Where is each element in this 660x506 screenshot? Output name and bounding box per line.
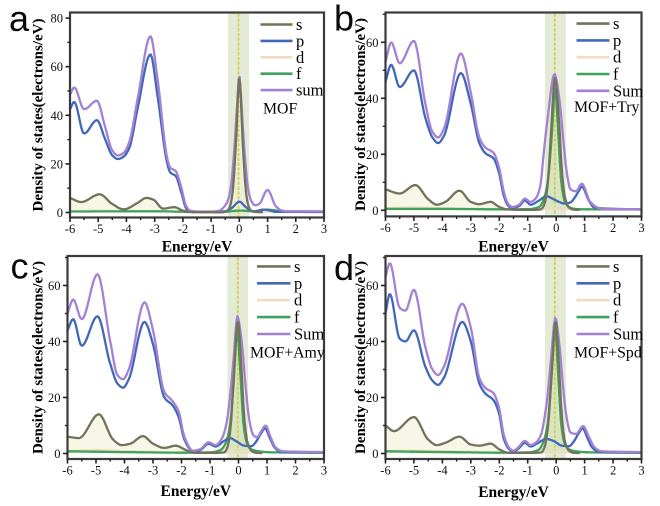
svg-text:-6: -6	[65, 222, 75, 236]
svg-text:Density of states(electrons/eV: Density of states(electrons/eV)	[31, 18, 47, 211]
svg-text:d: d	[613, 48, 622, 67]
svg-text:0: 0	[54, 447, 60, 461]
svg-text:-3: -3	[466, 464, 476, 478]
svg-text:0: 0	[372, 204, 378, 218]
svg-text:-4: -4	[119, 464, 130, 478]
svg-text:Energy/eV: Energy/eV	[160, 483, 231, 500]
svg-text:d: d	[294, 291, 303, 310]
svg-text:-5: -5	[91, 464, 101, 478]
svg-text:60: 60	[48, 279, 61, 293]
svg-text:-3: -3	[149, 222, 159, 236]
svg-text:Density of states(electrons/eV: Density of states(electrons/eV)	[353, 261, 369, 454]
svg-text:0: 0	[372, 447, 378, 461]
svg-text:20: 20	[366, 148, 379, 162]
svg-text:p: p	[294, 274, 302, 293]
svg-text:-5: -5	[93, 222, 103, 236]
svg-text:0: 0	[553, 221, 559, 235]
svg-text:-6: -6	[380, 464, 390, 478]
svg-text:MOF+Amy: MOF+Amy	[250, 345, 325, 362]
svg-text:-6: -6	[380, 221, 390, 235]
svg-text:p: p	[613, 274, 621, 293]
svg-text:60: 60	[51, 60, 64, 74]
svg-text:2: 2	[610, 464, 616, 478]
svg-text:1: 1	[264, 464, 270, 478]
svg-text:20: 20	[48, 391, 61, 405]
svg-text:1: 1	[581, 464, 587, 478]
svg-text:sum: sum	[296, 81, 324, 100]
svg-text:p: p	[613, 31, 621, 50]
svg-text:b: b	[334, 0, 354, 39]
svg-text:40: 40	[51, 109, 64, 123]
svg-text:MOF+Try: MOF+Try	[574, 99, 640, 116]
svg-text:-6: -6	[62, 464, 72, 478]
svg-text:2: 2	[293, 222, 299, 236]
svg-text:f: f	[296, 64, 302, 83]
svg-text:a: a	[9, 0, 30, 39]
svg-text:s: s	[613, 14, 619, 33]
svg-text:20: 20	[51, 157, 64, 171]
svg-text:Energy/eV: Energy/eV	[162, 239, 233, 256]
svg-text:Sum: Sum	[613, 81, 643, 100]
svg-text:1: 1	[581, 221, 587, 235]
svg-text:f: f	[613, 65, 619, 84]
svg-text:s: s	[296, 15, 302, 34]
svg-text:3: 3	[321, 222, 327, 236]
svg-text:0: 0	[57, 206, 63, 220]
svg-text:-3: -3	[466, 221, 476, 235]
svg-text:-1: -1	[522, 464, 532, 478]
svg-text:-1: -1	[205, 464, 215, 478]
svg-text:d: d	[334, 247, 354, 288]
svg-text:-4: -4	[121, 222, 132, 236]
svg-text:d: d	[296, 48, 305, 67]
svg-text:-4: -4	[437, 464, 448, 478]
svg-text:Sum: Sum	[613, 325, 643, 344]
svg-text:0: 0	[553, 464, 559, 478]
svg-text:-3: -3	[148, 464, 158, 478]
svg-text:Energy/eV: Energy/eV	[478, 484, 549, 501]
svg-text:-2: -2	[176, 464, 186, 478]
svg-text:40: 40	[366, 335, 379, 349]
svg-text:-1: -1	[206, 222, 216, 236]
svg-text:d: d	[613, 291, 622, 310]
svg-text:-2: -2	[494, 464, 504, 478]
svg-text:60: 60	[366, 36, 379, 50]
svg-text:-2: -2	[494, 221, 504, 235]
svg-text:f: f	[294, 308, 300, 327]
svg-text:p: p	[296, 31, 304, 50]
svg-text:3: 3	[638, 464, 644, 478]
svg-text:f: f	[613, 308, 619, 327]
svg-text:s: s	[294, 257, 300, 276]
svg-text:-2: -2	[178, 222, 188, 236]
svg-text:s: s	[613, 257, 619, 276]
svg-text:-1: -1	[522, 221, 532, 235]
svg-text:80: 80	[51, 12, 64, 26]
svg-text:0: 0	[236, 222, 242, 236]
svg-text:-5: -5	[409, 464, 419, 478]
svg-text:60: 60	[366, 279, 379, 293]
svg-text:MOF: MOF	[263, 101, 297, 118]
svg-text:40: 40	[48, 335, 61, 349]
svg-text:c: c	[11, 246, 29, 287]
svg-text:Density of states(electrons/eV: Density of states(electrons/eV)	[31, 261, 47, 454]
svg-text:MOF+Spd: MOF+Spd	[574, 345, 642, 362]
svg-text:Density of states(electrons/eV: Density of states(electrons/eV)	[353, 18, 369, 211]
svg-text:20: 20	[366, 391, 379, 405]
svg-text:40: 40	[366, 92, 379, 106]
svg-text:2: 2	[292, 464, 298, 478]
svg-text:-5: -5	[409, 221, 419, 235]
svg-text:Sum: Sum	[294, 325, 324, 344]
svg-text:2: 2	[610, 221, 616, 235]
svg-text:-4: -4	[437, 221, 448, 235]
svg-text:3: 3	[321, 464, 327, 478]
svg-text:0: 0	[235, 464, 241, 478]
svg-text:1: 1	[264, 222, 270, 236]
svg-text:Energy/eV: Energy/eV	[478, 239, 549, 256]
svg-text:3: 3	[638, 221, 644, 235]
